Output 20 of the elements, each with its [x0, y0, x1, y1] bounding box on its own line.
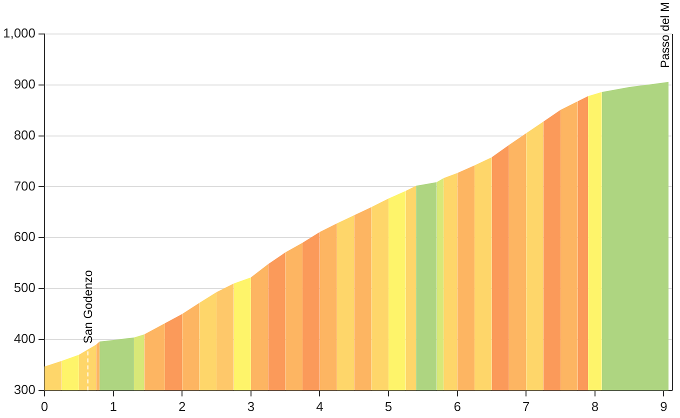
y-tick-label: 300 — [14, 382, 36, 397]
x-tick-label: 2 — [178, 398, 186, 414]
y-tick-label: 500 — [14, 280, 36, 296]
x-tick-label: 4 — [316, 398, 324, 414]
x-tick-label: 1 — [110, 398, 117, 414]
x-tick-label: 7 — [522, 398, 530, 414]
x-tick-label: 6 — [454, 398, 461, 414]
ref-line-label: San Godenzo — [80, 270, 95, 344]
x-tick-label: 3 — [247, 398, 255, 414]
y-tick-label: 600 — [14, 229, 36, 244]
x-tick-label: 8 — [591, 398, 599, 414]
y-tick-label: 700 — [14, 178, 36, 194]
x-tick-label: 9 — [660, 398, 668, 414]
x-tick-label: 0 — [40, 398, 48, 414]
y-tick-label: 900 — [14, 76, 36, 92]
y-tick-label: 1,000 — [2, 26, 36, 41]
x-tick-label: 5 — [384, 398, 392, 414]
y-tick-label: 400 — [14, 331, 36, 346]
annotation: Passo del M — [658, 2, 672, 68]
y-tick-label: 800 — [14, 127, 36, 142]
